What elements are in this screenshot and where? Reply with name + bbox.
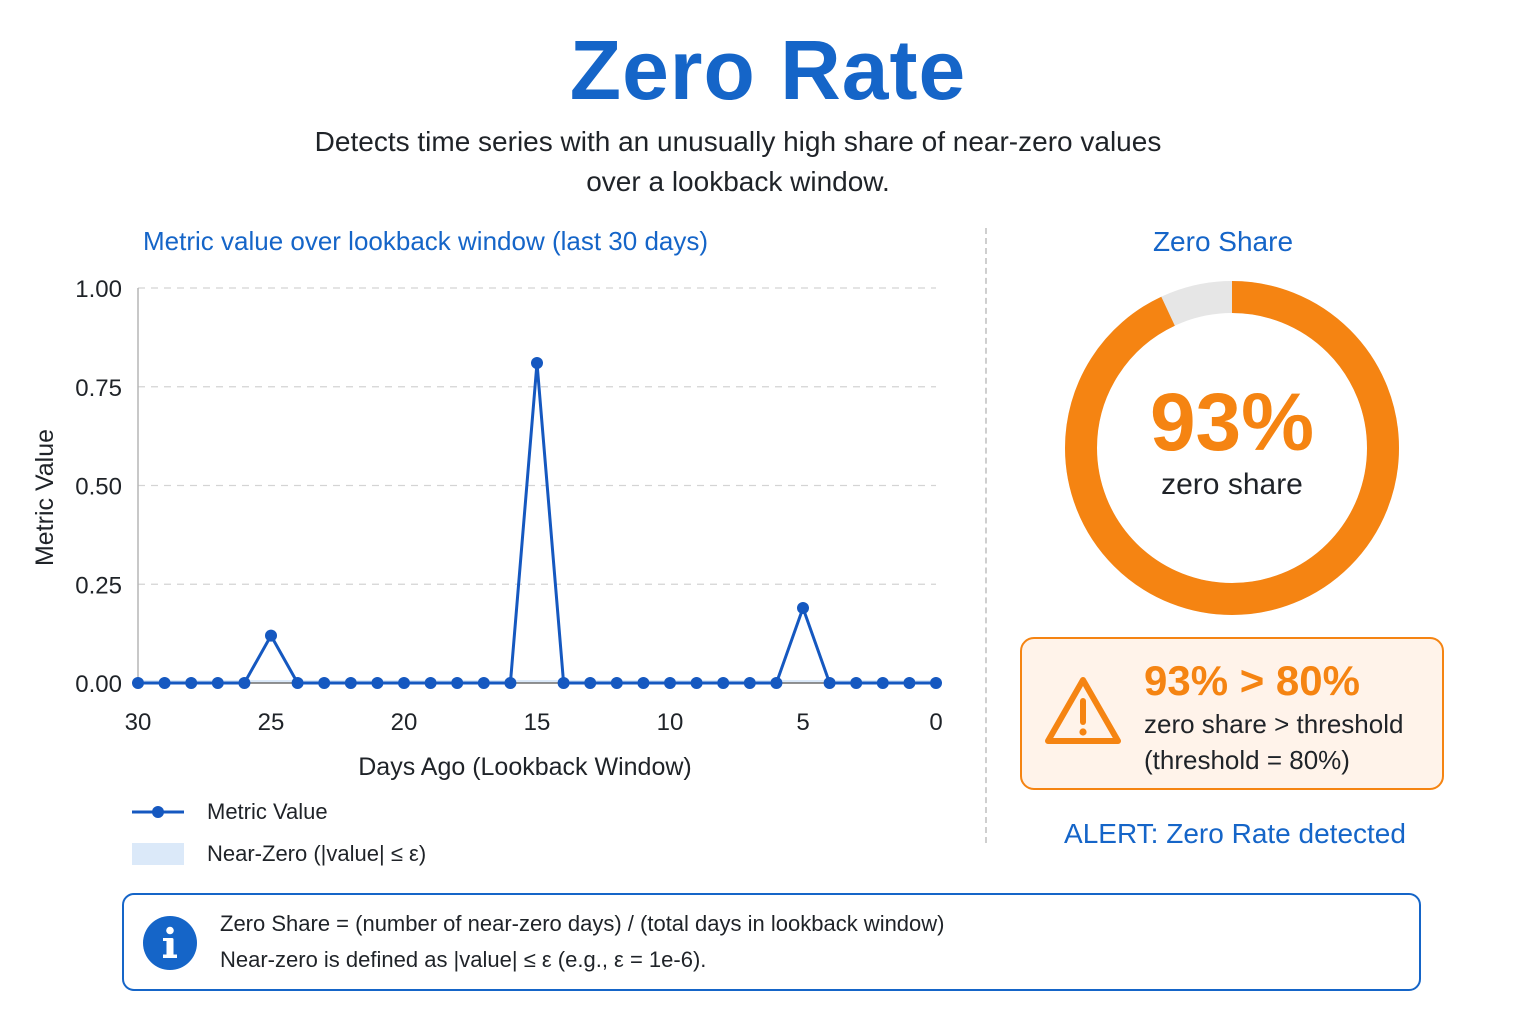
data-point [504,677,517,689]
x-tick-label: 30 [125,709,152,736]
data-point [797,601,809,614]
zero-share-title: Zero Share [1152,226,1294,257]
x-tick-label: 5 [796,709,809,736]
data-point [637,677,650,689]
data-point [291,677,304,689]
info-box: Zero Share = (number of near-zero days) … [122,893,1421,991]
data-point [770,677,783,689]
legend-line-marker-icon [132,806,184,818]
alert-box: 93% > 80% zero share > threshold (thresh… [1020,637,1444,790]
data-point [451,677,464,689]
data-point [238,677,251,689]
data-point [823,677,836,689]
data-point [876,677,889,689]
line-chart: 0.00 0.25 0.50 0.75 1.00 30 25 20 15 10 5 0 Days Ago… [31,276,943,781]
alert-line-1: zero share > threshold [1144,709,1404,739]
warning-triangle-icon [1045,677,1121,744]
data-point [477,677,490,689]
zero-share-caption: zero share [1161,468,1303,501]
data-point [850,677,863,689]
data-point [610,677,623,689]
info-line-2: Near-zero is defined as |value| ≤ ε (e.g… [220,947,707,972]
chart-title: Metric value over lookback window (last … [143,226,709,256]
x-tick-label: 25 [258,709,285,736]
data-point [903,677,916,689]
legend-item-metric-value: Metric Value [132,797,328,827]
data-point [424,677,437,689]
alert-line-2: (threshold = 80%) [1144,745,1350,775]
x-tick-label: 15 [524,709,551,736]
legend-item-near-zero: Near-Zero (|value| ≤ ε) [132,839,426,869]
info-line-1: Zero Share = (number of near-zero days) … [220,911,945,936]
legend-label-metric-value: Metric Value [207,799,328,824]
near-zero-band [138,680,936,683]
info-icon [143,916,197,970]
donut-fill-arc [1065,281,1399,615]
data-point [318,677,331,689]
y-tick-label: 0.00 [75,671,122,698]
data-point [717,677,730,689]
data-point [344,677,357,689]
data-point [531,357,543,370]
data-point [371,677,384,689]
y-tick-label: 0.50 [75,474,122,501]
subtitle-line-1: Detects time series with an unusually hi… [314,126,1162,157]
x-tick-label: 0 [929,709,942,736]
data-point [557,677,570,689]
data-point [211,677,224,689]
x-tick-label: 10 [657,709,684,736]
zero-share-percent: 93% [1149,377,1315,468]
section-divider [985,228,987,843]
data-point [132,677,144,689]
alert-detected-text: ALERT: Zero Rate detected [1064,818,1406,849]
subtitle-line-2: over a lookback window. [586,166,890,197]
data-point [930,677,942,689]
page-title: Zero Rate [569,23,967,117]
x-tick-label: 20 [391,709,418,736]
data-point [743,677,756,689]
data-point [690,677,703,689]
data-point [265,629,277,642]
y-tick-label: 1.00 [75,276,122,303]
page-subtitle: Detects time series with an unusually hi… [268,122,1208,202]
zero-share-donut [1064,280,1400,616]
data-point [185,677,198,689]
legend-band-swatch [132,843,184,865]
data-point [584,677,597,689]
data-point [158,677,171,689]
y-tick-label: 0.75 [75,375,122,402]
x-axis-label: Days Ago (Lookback Window) [358,753,691,781]
alert-comparison: 93% > 80% [1144,657,1360,704]
data-point [664,677,676,689]
series-line [138,361,936,685]
y-tick-label: 0.25 [75,572,122,599]
y-axis-label: Metric Value [31,429,59,566]
data-point [398,677,410,689]
legend-label-near-zero: Near-Zero (|value| ≤ ε) [207,841,427,866]
